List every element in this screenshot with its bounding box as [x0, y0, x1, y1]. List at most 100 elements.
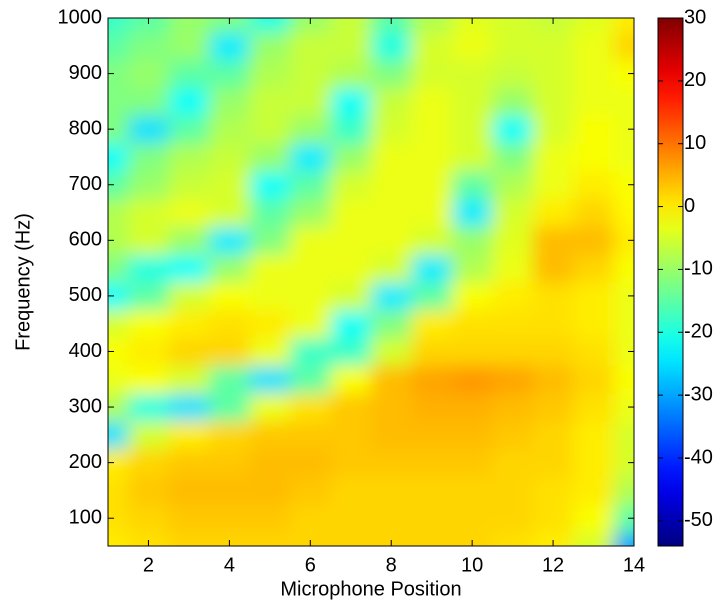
- heat-cell: [371, 143, 412, 172]
- heat-cell: [108, 420, 129, 450]
- heat-cell: [168, 198, 210, 227]
- heat-cell: [532, 170, 574, 200]
- heat-cell: [613, 115, 634, 144]
- heat-cell: [573, 170, 615, 200]
- heat-cell: [330, 309, 372, 339]
- colorbar-tick-label: 10: [684, 132, 706, 154]
- colorbar-tick-label: -50: [684, 509, 713, 531]
- heat-cell: [108, 115, 129, 144]
- heat-cell: [492, 115, 534, 144]
- heat-cell: [451, 87, 493, 116]
- heat-cell: [128, 59, 170, 88]
- heat-cell: [613, 393, 634, 422]
- heat-cell: [371, 282, 412, 311]
- heat-cell: [613, 337, 634, 366]
- heat-cell: [249, 476, 291, 505]
- heat-cell: [108, 198, 129, 227]
- heat-cell: [371, 59, 412, 88]
- heat-cell: [249, 226, 291, 255]
- x-tick-label: 8: [386, 554, 397, 576]
- heat-cell: [209, 226, 251, 255]
- heat-cell: [108, 337, 129, 366]
- heat-cell: [168, 59, 210, 88]
- heat-cell: [492, 448, 534, 478]
- heat-cell: [209, 143, 251, 172]
- heat-cell: [411, 198, 453, 227]
- heat-cell: [451, 448, 493, 478]
- heat-cell: [249, 59, 291, 88]
- heat-cell: [532, 282, 574, 311]
- heat-cell: [451, 18, 493, 33]
- heat-cell: [411, 226, 453, 255]
- y-axis-label: Frequency (Hz): [12, 213, 34, 351]
- heat-cell: [371, 448, 412, 478]
- heat-cell: [492, 143, 534, 172]
- heat-cell: [451, 337, 493, 366]
- heat-cell: [492, 87, 534, 116]
- y-tick-label: 1000: [58, 6, 103, 28]
- heat-cell: [330, 448, 372, 478]
- heat-cell: [451, 532, 493, 546]
- heat-cell: [411, 115, 453, 144]
- heat-cell: [290, 365, 332, 394]
- heat-cell: [371, 31, 412, 61]
- heat-cell: [330, 282, 372, 311]
- heat-cell: [573, 59, 615, 88]
- heat-cell: [371, 337, 412, 366]
- heat-cell: [290, 143, 332, 172]
- heat-cell: [249, 532, 291, 546]
- heat-cell: [128, 448, 170, 478]
- heat-cell: [613, 282, 634, 311]
- heat-cell: [573, 448, 615, 478]
- heat-cell: [613, 365, 634, 394]
- heat-cell: [168, 393, 210, 422]
- heat-cell: [573, 532, 615, 546]
- heat-cell: [168, 532, 210, 546]
- heat-cell: [290, 226, 332, 255]
- y-tick-label: 300: [69, 395, 102, 417]
- heat-cell: [532, 87, 574, 116]
- heat-cell: [613, 420, 634, 450]
- x-tick-label: 10: [461, 554, 483, 576]
- heat-cell: [128, 198, 170, 227]
- heat-cell: [209, 504, 251, 533]
- heat-cell: [492, 393, 534, 422]
- heat-cell: [492, 476, 534, 505]
- heat-cell: [330, 532, 372, 546]
- x-tick-label: 6: [305, 554, 316, 576]
- heat-cell: [128, 31, 170, 61]
- heat-cell: [330, 87, 372, 116]
- heat-cell: [209, 87, 251, 116]
- y-tick-label: 100: [69, 506, 102, 528]
- heat-cell: [168, 309, 210, 339]
- heat-cell: [168, 18, 210, 33]
- heat-cell: [613, 143, 634, 172]
- heat-cell: [573, 226, 615, 255]
- heat-cell: [492, 532, 534, 546]
- heat-cell: [128, 476, 170, 505]
- heat-cell: [330, 31, 372, 61]
- heat-cell: [168, 226, 210, 255]
- heat-cell: [290, 31, 332, 61]
- heat-cell: [330, 476, 372, 505]
- heat-cell: [573, 504, 615, 533]
- heat-cell: [290, 254, 332, 283]
- heat-cell: [128, 170, 170, 200]
- heat-cell: [108, 476, 129, 505]
- heat-cell: [613, 198, 634, 227]
- heat-cell: [451, 504, 493, 533]
- heat-cell: [209, 254, 251, 283]
- heat-cell: [371, 365, 412, 394]
- heat-cell: [330, 393, 372, 422]
- heat-cell: [290, 309, 332, 339]
- heat-cell: [492, 170, 534, 200]
- heat-cell: [411, 170, 453, 200]
- heat-cell: [411, 282, 453, 311]
- heat-cell: [330, 143, 372, 172]
- heat-cell: [371, 504, 412, 533]
- heat-cell: [209, 59, 251, 88]
- heat-cell: [249, 254, 291, 283]
- heat-cell: [613, 87, 634, 116]
- heat-cell: [330, 226, 372, 255]
- heat-cell: [108, 31, 129, 61]
